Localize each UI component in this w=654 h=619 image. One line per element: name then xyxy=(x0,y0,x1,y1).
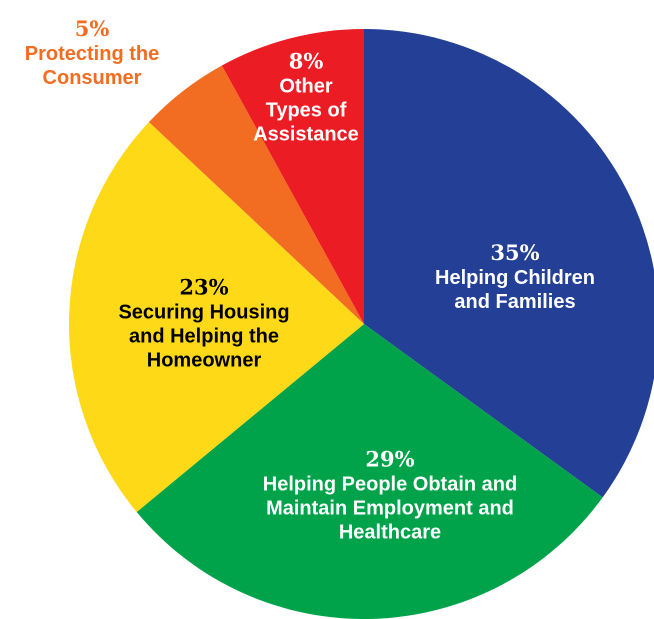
percent-label-consumer: 5% xyxy=(74,15,110,41)
label-line: Other xyxy=(279,75,333,98)
slice-label-other: 8% Other Types of Assistance xyxy=(253,49,359,148)
percent-label-other: 8% xyxy=(288,48,324,74)
pie-slice-consumer xyxy=(148,65,364,325)
label-line: Homeowner xyxy=(146,350,262,372)
pie-slice-housing xyxy=(68,122,364,513)
label-line: Helping People Obtain and xyxy=(262,473,518,496)
label-line: Protecting the xyxy=(24,42,160,65)
label-line: Healthcare xyxy=(338,522,442,544)
label-line: Helping Children xyxy=(435,266,595,289)
percent-label-children: 35% xyxy=(490,239,540,265)
slice-label-employment: 29% Helping People Obtain and Maintain E… xyxy=(263,447,517,546)
label-line: Types of xyxy=(265,99,347,122)
slice-label-housing: 23% Securing Housing and Helping the Hom… xyxy=(118,275,289,374)
pie-slice-employment xyxy=(136,324,603,619)
percent-label-employment: 29% xyxy=(365,446,415,472)
label-line: Securing Housing xyxy=(118,301,290,324)
label-line: Assistance xyxy=(253,124,359,146)
label-line: Consumer xyxy=(42,66,142,89)
label-line: and Helping the xyxy=(129,325,279,348)
percent-label-housing: 23% xyxy=(179,274,229,300)
slice-label-consumer: 5% Protecting the Consumer xyxy=(25,16,159,90)
pie-slice-other xyxy=(221,29,364,324)
pie-slice-children xyxy=(364,29,654,498)
label-line: Maintain Employment and xyxy=(266,497,514,520)
label-line: and Families xyxy=(454,290,576,313)
slice-label-children: 35% Helping Children and Families xyxy=(435,240,595,314)
